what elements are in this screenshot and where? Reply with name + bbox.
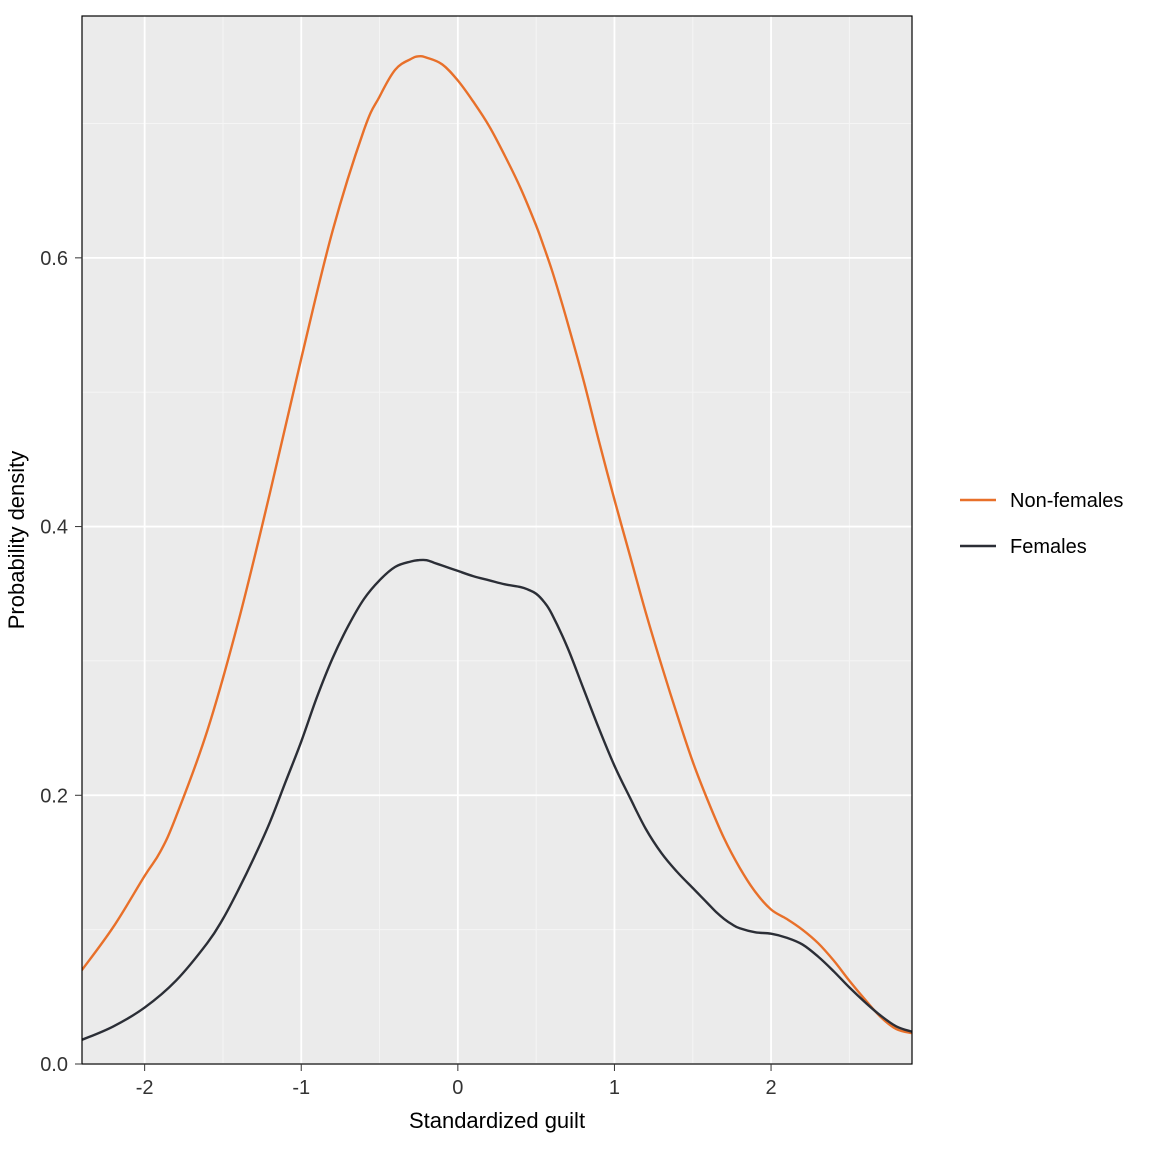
panel-bg: [82, 16, 912, 1064]
y-tick-label: 0.2: [40, 785, 68, 807]
legend-label: Females: [1010, 536, 1087, 558]
x-tick-label: -2: [136, 1077, 154, 1099]
x-tick-label: 2: [765, 1077, 776, 1099]
y-tick-label: 0.0: [40, 1054, 68, 1076]
density-chart: -2 -1 0 1 2 0.0 0.2 0.4 0.6 Standardized guilt Pro…: [0, 0, 1152, 1152]
y-tick-label: 0.4: [40, 517, 68, 539]
x-tick-label: 1: [609, 1077, 620, 1099]
x-axis-label: Standardized guilt: [409, 1108, 585, 1133]
x-tick-label: 0: [452, 1077, 463, 1099]
y-axis-label: Probability density: [4, 451, 29, 630]
y-tick-label: 0.6: [40, 248, 68, 270]
legend-label: Non-females: [1010, 490, 1123, 512]
x-tick-label: -1: [292, 1077, 310, 1099]
